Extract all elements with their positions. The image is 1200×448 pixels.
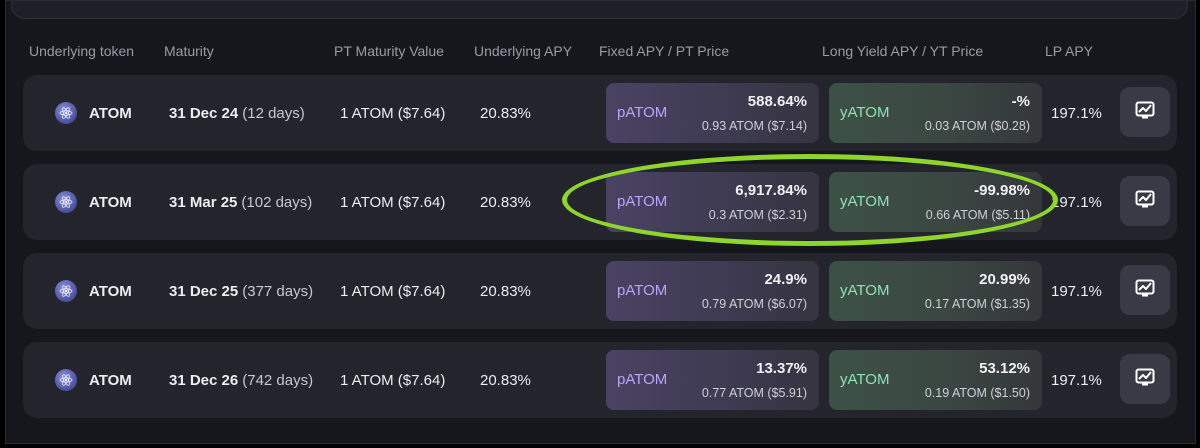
atom-token-icon <box>55 191 77 213</box>
token-cell: ATOM <box>55 164 132 240</box>
pt-price: 0.93 ATOM ($7.14) <box>701 119 807 133</box>
table-row[interactable]: ATOM 31 Mar 25 (102 days) 1 ATOM ($7.64)… <box>23 164 1177 240</box>
header-underlying-apy: Underlying APY <box>474 43 573 59</box>
yt-price: 0.17 ATOM ($1.35) <box>924 297 1030 311</box>
maturity-days: (12 days) <box>242 104 305 122</box>
markets-table: Underlying token Maturity PT Maturity Va… <box>5 0 1196 444</box>
yt-price: 0.66 ATOM ($5.11) <box>925 208 1030 222</box>
fixed-apy-value: 6,917.84% <box>735 182 807 199</box>
maturity-days: (102 days) <box>241 193 313 211</box>
underlying-apy: 20.83% <box>480 282 531 300</box>
chart-trend-icon <box>1135 367 1155 392</box>
underlying-apy: 20.83% <box>480 371 531 389</box>
token-cell: ATOM <box>55 342 132 418</box>
atom-token-icon <box>55 280 77 302</box>
maturity-date: 31 Mar 25 <box>169 193 238 211</box>
yt-buy-box[interactable]: yATOM -% 0.03 ATOM ($0.28) <box>829 83 1042 143</box>
long-yield-apy-value: -99.98% <box>974 182 1030 199</box>
lp-apy: 197.1% <box>1051 282 1102 300</box>
pt-label: pATOM <box>617 104 668 121</box>
top-card <box>11 1 1188 19</box>
maturity-cell: 31 Mar 25 (102 days) <box>169 164 312 240</box>
chart-trend-icon <box>1135 100 1155 125</box>
pt-price: 0.77 ATOM ($5.91) <box>701 386 807 400</box>
chart-button[interactable] <box>1120 265 1170 315</box>
yt-label: yATOM <box>840 193 890 210</box>
token-name: ATOM <box>89 371 132 389</box>
table-row[interactable]: ATOM 31 Dec 25 (377 days) 1 ATOM ($7.64)… <box>23 253 1177 329</box>
table-header: Underlying token Maturity PT Maturity Va… <box>6 43 1195 65</box>
maturity-days: (742 days) <box>242 371 314 389</box>
fixed-apy-value: 588.64% <box>747 93 807 110</box>
chart-button[interactable] <box>1120 176 1170 226</box>
pt-maturity-value: 1 ATOM ($7.64) <box>340 282 446 300</box>
lp-apy: 197.1% <box>1051 193 1102 211</box>
pt-maturity-value: 1 ATOM ($7.64) <box>340 371 446 389</box>
header-maturity: Maturity <box>164 43 214 59</box>
header-long-yield-apy: Long Yield APY / YT Price <box>822 43 984 59</box>
header-pt-maturity-value: PT Maturity Value <box>334 43 444 59</box>
yt-label: yATOM <box>840 282 890 299</box>
pt-maturity-value: 1 ATOM ($7.64) <box>340 104 446 122</box>
chart-button[interactable] <box>1120 87 1170 137</box>
pt-label: pATOM <box>617 282 668 299</box>
pt-label: pATOM <box>617 371 668 388</box>
fixed-apy-value: 13.37% <box>756 360 807 377</box>
lp-apy: 197.1% <box>1051 371 1102 389</box>
token-name: ATOM <box>89 282 132 300</box>
pt-price: 0.79 ATOM ($6.07) <box>701 297 807 311</box>
yt-buy-box[interactable]: yATOM 20.99% 0.17 ATOM ($1.35) <box>829 261 1042 321</box>
chart-trend-icon <box>1135 278 1155 303</box>
long-yield-apy-value: -% <box>1011 93 1030 110</box>
chart-trend-icon <box>1135 189 1155 214</box>
table-row[interactable]: ATOM 31 Dec 24 (12 days) 1 ATOM ($7.64) … <box>23 75 1177 151</box>
maturity-days: (377 days) <box>242 282 314 300</box>
maturity-date: 31 Dec 24 <box>169 104 239 122</box>
atom-token-icon <box>55 369 77 391</box>
underlying-apy: 20.83% <box>480 193 531 211</box>
token-name: ATOM <box>89 104 132 122</box>
pt-buy-box[interactable]: pATOM 6,917.84% 0.3 ATOM ($2.31) <box>606 172 819 232</box>
pt-maturity-value: 1 ATOM ($7.64) <box>340 193 446 211</box>
header-fixed-apy: Fixed APY / PT Price <box>599 43 730 59</box>
table-row[interactable]: ATOM 31 Dec 26 (742 days) 1 ATOM ($7.64)… <box>23 342 1177 418</box>
long-yield-apy-value: 53.12% <box>979 360 1030 377</box>
pt-label: pATOM <box>617 193 668 210</box>
token-cell: ATOM <box>55 75 132 151</box>
maturity-cell: 31 Dec 26 (742 days) <box>169 342 313 418</box>
yt-price: 0.19 ATOM ($1.50) <box>924 386 1030 400</box>
maturity-cell: 31 Dec 25 (377 days) <box>169 253 313 329</box>
header-lp-apy: LP APY <box>1045 43 1094 59</box>
lp-apy: 197.1% <box>1051 104 1102 122</box>
maturity-date: 31 Dec 26 <box>169 371 239 389</box>
pt-buy-box[interactable]: pATOM 588.64% 0.93 ATOM ($7.14) <box>606 83 819 143</box>
yt-price: 0.03 ATOM ($0.28) <box>924 119 1030 133</box>
atom-token-icon <box>55 102 77 124</box>
underlying-apy: 20.83% <box>480 104 531 122</box>
pt-buy-box[interactable]: pATOM 13.37% 0.77 ATOM ($5.91) <box>606 350 819 410</box>
maturity-date: 31 Dec 25 <box>169 282 239 300</box>
long-yield-apy-value: 20.99% <box>979 271 1030 288</box>
maturity-cell: 31 Dec 24 (12 days) <box>169 75 305 151</box>
fixed-apy-value: 24.9% <box>764 271 807 288</box>
pt-buy-box[interactable]: pATOM 24.9% 0.79 ATOM ($6.07) <box>606 261 819 321</box>
yt-label: yATOM <box>840 371 890 388</box>
token-name: ATOM <box>89 193 132 211</box>
yt-label: yATOM <box>840 104 890 121</box>
yt-buy-box[interactable]: yATOM -99.98% 0.66 ATOM ($5.11) <box>829 172 1042 232</box>
header-underlying-token: Underlying token <box>29 43 135 59</box>
chart-button[interactable] <box>1120 354 1170 404</box>
token-cell: ATOM <box>55 253 132 329</box>
pt-price: 0.3 ATOM ($2.31) <box>708 208 807 222</box>
yt-buy-box[interactable]: yATOM 53.12% 0.19 ATOM ($1.50) <box>829 350 1042 410</box>
